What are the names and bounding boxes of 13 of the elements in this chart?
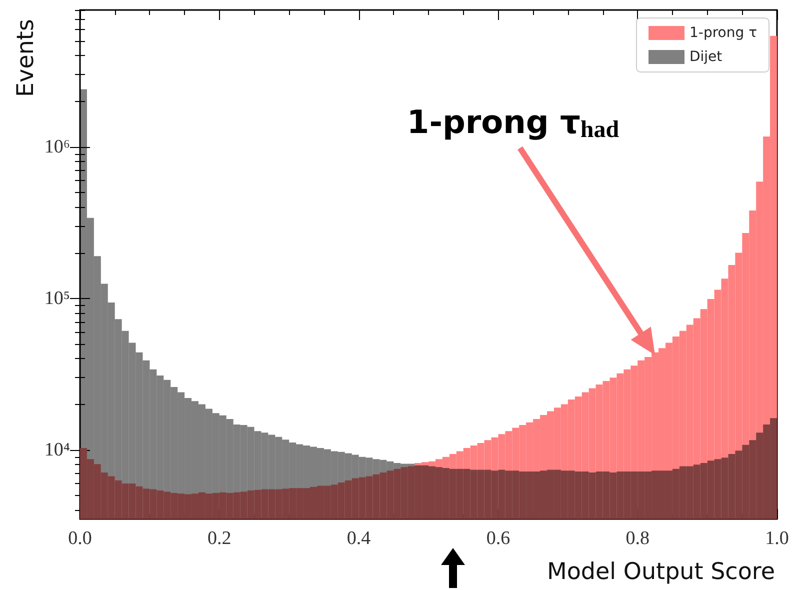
y-tick-label: 10⁶ — [44, 136, 70, 158]
y-tick-label: 10⁵ — [44, 288, 70, 309]
y-axis-title: Events — [13, 19, 39, 97]
legend-label: Dijet — [690, 49, 723, 65]
x-tick-label: 0.8 — [626, 528, 650, 549]
x-tick-label: 0.4 — [346, 528, 372, 549]
x-tick-label: 0.6 — [486, 528, 510, 549]
x-axis-title: Model Output Score — [547, 559, 775, 585]
x-tick-label: 1.0 — [765, 528, 789, 549]
x-tick-label: 0.0 — [68, 528, 92, 549]
y-tick-label: 10⁴ — [44, 439, 70, 460]
x-tick-label: 0.2 — [208, 528, 232, 549]
legend-label: 1-prong τ — [690, 25, 757, 41]
